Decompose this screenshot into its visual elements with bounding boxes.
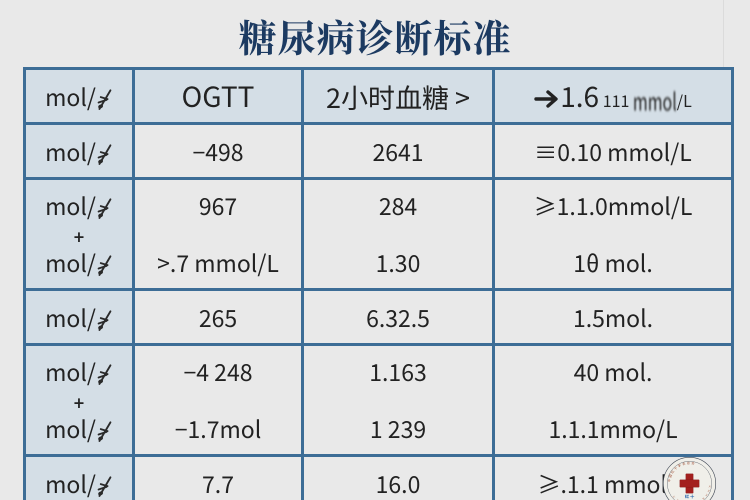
svg-text:红 十: 红 十 [684,494,695,500]
